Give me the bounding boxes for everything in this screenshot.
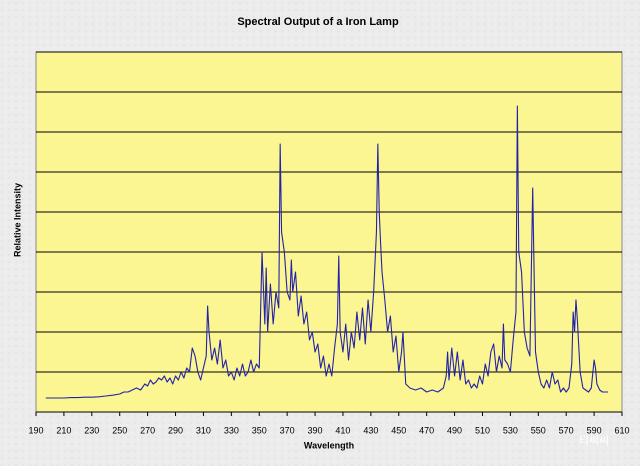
x-tick-label: 530 (503, 425, 518, 435)
x-tick-label: 470 (419, 425, 434, 435)
x-tick-label: 590 (587, 425, 602, 435)
watermark: 티씨씨 (579, 434, 609, 447)
x-tick-label: 550 (531, 425, 546, 435)
x-tick-label: 330 (224, 425, 239, 435)
chart-title: Spectral Output of a Iron Lamp (237, 16, 399, 28)
x-tick-label: 290 (168, 425, 183, 435)
x-tick-label: 410 (335, 425, 350, 435)
plot-area (35, 51, 623, 413)
x-tick-label: 450 (391, 425, 406, 435)
spectrum-line (45, 105, 609, 399)
x-tick-label: 230 (84, 425, 99, 435)
x-tick-label: 430 (363, 425, 378, 435)
x-tick-label: 390 (308, 425, 323, 435)
x-tick-label: 490 (447, 425, 462, 435)
x-tick-label: 270 (140, 425, 155, 435)
x-tick-label: 250 (112, 425, 127, 435)
x-axis-label: Wavelength (304, 440, 354, 450)
x-tick-label: 570 (559, 425, 574, 435)
x-tick-label: 190 (28, 425, 43, 435)
x-tick-label: 350 (252, 425, 267, 435)
x-tick-label: 370 (280, 425, 295, 435)
x-tick-label: 310 (196, 425, 211, 435)
x-tick-label: 510 (475, 425, 490, 435)
y-axis-label: Relative Intensity (12, 183, 22, 257)
x-tick-label: 610 (614, 425, 629, 435)
x-tick-label: 210 (56, 425, 71, 435)
